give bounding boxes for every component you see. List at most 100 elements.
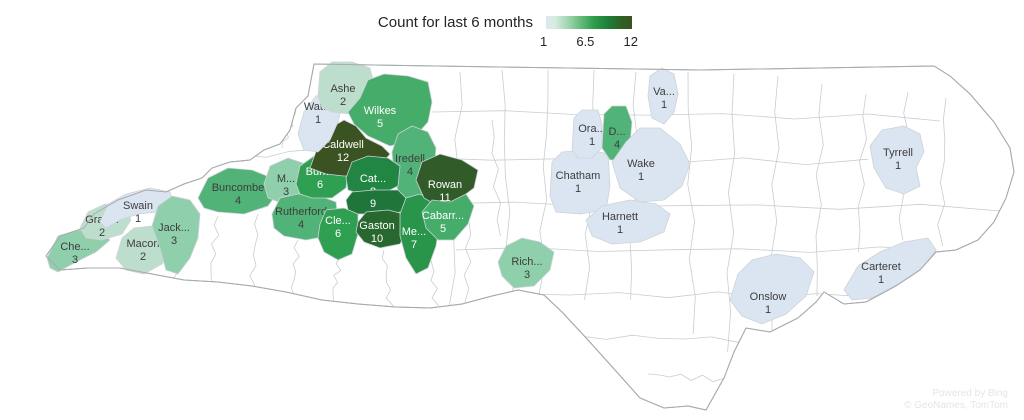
county-label-gaston-10: Gaston [359,220,394,232]
county-label-macon-2: Macon [126,238,159,250]
map-attribution: Powered by Bing © GeoNames, TomTom [904,388,1008,412]
attribution-line2: © GeoNames, TomTom [904,400,1008,411]
county-shape-rich-3[interactable] [497,237,555,289]
county-label-wake-1: Wake [627,158,655,170]
county-value-m-3: 3 [283,186,289,198]
county-shape-tyrrell-1[interactable] [869,125,925,195]
county-label-me-7: Me... [402,226,426,238]
county-border-line [579,334,765,343]
county-border-line [249,213,259,287]
county-value-rutherford-4: 4 [298,219,304,231]
legend-title: Count for last 6 months [377,14,533,31]
county-value-harnett-1: 1 [617,224,623,236]
county-label-che-3: Che... [60,241,89,253]
county-label-cat-8: Cat... [360,173,386,185]
county-border-line [290,239,300,297]
county-value-ora-1: 1 [589,136,595,148]
county-label-wilkes-5: Wilkes [364,105,397,117]
county-label-m-3: M... [277,173,295,185]
county-value-buncombe-4: 4 [235,195,241,207]
county-value-wake-1: 1 [638,171,644,183]
attribution-line1: Powered by Bing [932,388,1008,399]
legend-tick-max: 12 [623,34,638,49]
county-value-grah-2: 2 [99,227,105,239]
county-label-chatham-1: Chatham [556,170,601,182]
county-label-cabarr-5: Cabarr... [422,210,464,222]
legend-gradient-bar [546,16,632,29]
county-label-rutherford-4: Rutherford [275,206,327,218]
county-value-d-4: 4 [614,139,620,151]
county-value-onslow-1: 1 [765,304,771,316]
county-label-carteret-1: Carteret [861,261,901,273]
legend-ticks: 1 6.5 12 [540,34,638,49]
county-value-burke-6: 6 [317,179,323,191]
county-shape-chatham-1[interactable] [549,149,611,215]
county-shape-cabarr-5[interactable] [421,193,475,241]
county-value-gaston-10: 10 [371,233,383,245]
county-label-iredell-4: Iredell [395,153,425,165]
legend-tick-mid: 6.5 [576,34,595,49]
county-border-line [381,249,394,306]
county-value-va-1: 1 [661,99,667,111]
county-label-jack-3: Jack... [158,222,190,234]
county-label-ashe-2: Ashe [330,83,355,95]
county-label-swain-1: Swain [123,200,153,212]
county-label-harnett-1: Harnett [602,211,638,223]
county-shape-wake-1[interactable] [611,127,691,203]
county-label-onslow-1: Onslow [750,291,787,303]
county-label-tyrrell-1: Tyrrell [883,147,913,159]
county-shape-jack-3[interactable] [151,195,201,275]
county-label-rowan-11: Rowan [428,179,462,191]
county-value-che-3: 3 [72,254,78,266]
county-shape-onslow-1[interactable] [729,253,815,325]
county-shape-va-1[interactable] [647,67,679,125]
county-label-d-4: D... [608,126,625,138]
county-value-wat-1: 1 [315,114,321,126]
county-value-me-7: 7 [411,239,417,251]
county-value-cle-6: 6 [335,228,341,240]
county-border-line [857,93,868,253]
county-value-swain-1: 1 [135,213,141,225]
county-label-cle-6: Cle... [325,215,351,227]
county-border-line [687,71,696,335]
county-border-line [241,101,257,163]
county-shape-harnett-1[interactable] [585,199,671,245]
county-value-carteret-1: 1 [878,274,884,286]
legend-tick-min: 1 [540,34,548,49]
county-value-tyrrell-1: 1 [895,160,901,172]
state-outline-top [45,63,1015,411]
county-border-line [431,110,941,122]
county-label-buncombe-4: Buncombe [212,182,265,194]
county-shape-carteret-1[interactable] [843,237,937,301]
county-border-line [937,97,947,247]
county-shape-ora-1[interactable] [571,109,603,159]
county-value-wilkes-5: 5 [377,118,383,130]
county-border-line [210,215,220,283]
county-border-line [332,257,342,301]
county-value-caldwell-12: 12 [337,152,349,164]
county-border-line [463,207,472,303]
highlighted-counties: Che...3Grah...2Swain1Macon2Jack...3Bunco… [46,61,937,325]
county-border-line [647,373,725,383]
county-border-line [431,201,1003,212]
county-value-iredell-4: 4 [407,166,413,178]
county-label-caldwell-12: Caldwell [322,139,364,151]
county-label-ora-1: Ora... [578,123,606,135]
county-value-chatham-1: 1 [575,183,581,195]
county-label-va-1: Va... [653,86,675,98]
county-border-line [815,83,824,297]
county-label-rich-3: Rich... [511,256,542,268]
county-value-jack-3: 3 [171,235,177,247]
county-value-cabarr-5: 5 [440,223,446,235]
county-value-county-9: 9 [370,198,376,210]
county-border-line [491,119,501,237]
county-shape-cle-6[interactable] [317,207,359,261]
county-value-rowan-11: 11 [439,192,450,204]
county-border-line [519,291,867,299]
county-value-macon-2: 2 [140,251,146,263]
county-value-ashe-2: 2 [340,96,346,108]
county-value-rich-3: 3 [524,269,530,281]
county-border-line [726,73,736,353]
